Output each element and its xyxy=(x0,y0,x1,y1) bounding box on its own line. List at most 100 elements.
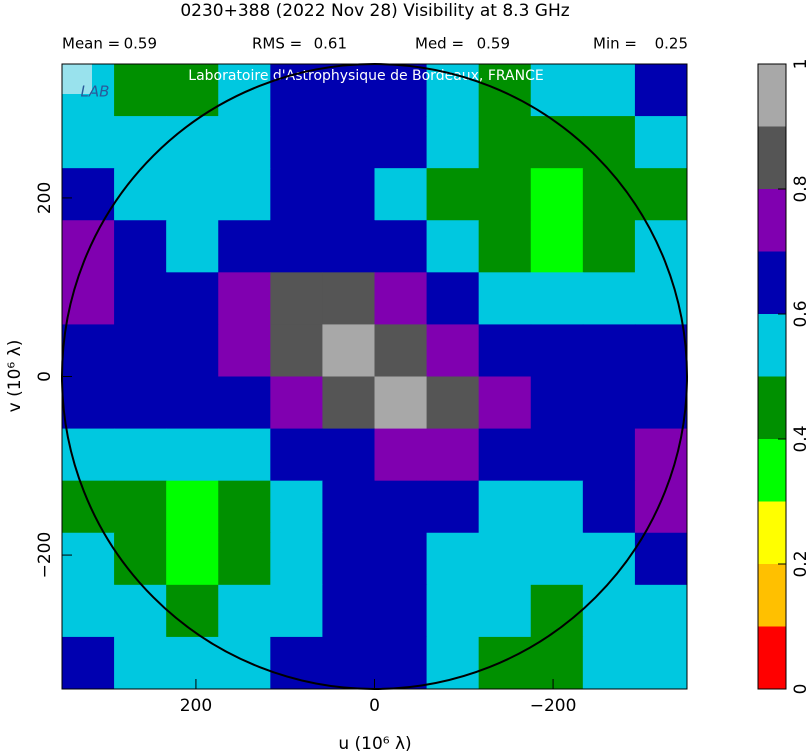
cell xyxy=(218,220,271,273)
cell xyxy=(374,116,428,169)
cell xyxy=(634,480,688,534)
cell xyxy=(270,64,323,117)
logo: LAB xyxy=(81,83,110,101)
cell xyxy=(374,168,428,221)
cell xyxy=(322,168,375,221)
stat-value: 0.61 xyxy=(314,35,347,53)
cell xyxy=(374,220,428,273)
cell xyxy=(322,480,375,534)
cell xyxy=(426,168,480,221)
cell xyxy=(218,480,271,534)
colorbar-tick-label: 0 xyxy=(791,684,810,695)
cell xyxy=(270,532,323,586)
cell xyxy=(426,324,480,377)
cell xyxy=(62,116,115,169)
cell xyxy=(582,220,636,273)
stat-label: Mean = xyxy=(62,35,120,53)
colorbar-band xyxy=(758,314,786,377)
cell xyxy=(270,636,323,690)
cell xyxy=(166,168,219,221)
cell xyxy=(62,532,115,586)
cell xyxy=(270,428,323,482)
cell xyxy=(62,168,115,221)
x-tick-label: 0 xyxy=(369,696,380,716)
cell xyxy=(218,168,271,221)
cell xyxy=(270,376,323,430)
cell xyxy=(530,324,584,377)
cell xyxy=(634,272,688,325)
cell xyxy=(218,376,271,430)
cell xyxy=(478,220,532,273)
cell xyxy=(62,376,115,430)
colorbar-tick-label: 1 xyxy=(791,59,810,70)
cell xyxy=(166,480,219,534)
cell xyxy=(270,116,323,169)
cell xyxy=(478,168,532,221)
cell xyxy=(62,584,115,638)
cell xyxy=(218,272,271,325)
cell xyxy=(530,376,584,430)
cell xyxy=(582,428,636,482)
cell xyxy=(634,584,688,638)
cell xyxy=(634,532,688,586)
cell xyxy=(634,116,688,169)
cell xyxy=(530,168,584,221)
cell xyxy=(218,532,271,586)
cell xyxy=(322,532,375,586)
cell xyxy=(114,220,167,273)
y-tick-label: 0 xyxy=(35,371,55,382)
colorbar-tick-label: 0.2 xyxy=(791,550,810,577)
cell xyxy=(530,272,584,325)
cell xyxy=(166,376,219,430)
x-tick-label: −200 xyxy=(530,696,577,716)
cell xyxy=(322,636,375,690)
cell xyxy=(530,220,584,273)
cell xyxy=(114,376,167,430)
cell xyxy=(374,428,428,482)
cell xyxy=(218,636,271,690)
cell xyxy=(218,64,271,117)
y-tick-label: 200 xyxy=(35,182,55,214)
cell xyxy=(582,64,636,117)
cell xyxy=(270,324,323,377)
cell xyxy=(478,636,532,690)
x-axis-label: u (10⁶ λ) xyxy=(338,734,411,754)
stat-value: 0.59 xyxy=(477,35,510,53)
cell xyxy=(530,64,584,117)
cell xyxy=(582,376,636,430)
cell xyxy=(478,64,532,117)
cell xyxy=(114,584,167,638)
cell xyxy=(634,168,688,221)
cell xyxy=(530,584,584,638)
cell xyxy=(270,272,323,325)
cell xyxy=(114,272,167,325)
cell xyxy=(62,272,115,325)
cell xyxy=(478,532,532,586)
cell xyxy=(114,64,167,117)
logo-box xyxy=(62,64,92,94)
cell xyxy=(322,324,375,377)
cell xyxy=(426,116,480,169)
cell xyxy=(634,64,688,117)
cell xyxy=(166,324,219,377)
cell xyxy=(62,636,115,690)
cell xyxy=(374,272,428,325)
y-axis-label: v (10⁶ λ) xyxy=(5,340,25,413)
cell xyxy=(322,220,375,273)
cell xyxy=(270,584,323,638)
cell xyxy=(322,428,375,482)
cell xyxy=(270,220,323,273)
cell xyxy=(426,428,480,482)
cell xyxy=(62,220,115,273)
cell xyxy=(166,636,219,690)
cell xyxy=(582,636,636,690)
stat-value: 0.25 xyxy=(655,35,688,53)
cell xyxy=(426,636,480,690)
cell xyxy=(166,428,219,482)
cell xyxy=(530,116,584,169)
cell xyxy=(62,428,115,482)
cell xyxy=(478,480,532,534)
cell xyxy=(322,584,375,638)
cell xyxy=(218,428,271,482)
